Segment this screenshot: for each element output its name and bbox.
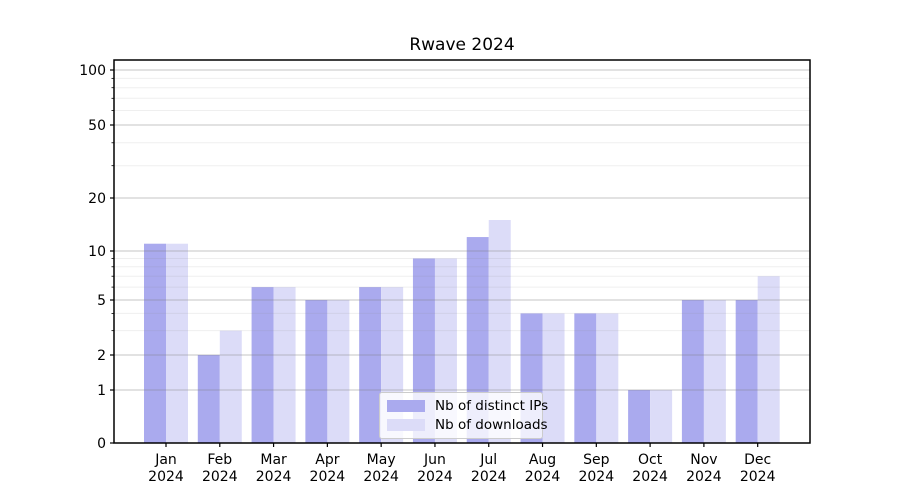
legend-swatch-distinct-ips-icon (387, 400, 425, 413)
bar-downloads-mar (273, 287, 296, 443)
x-tick-label-feb: Feb 2024 (202, 452, 238, 485)
legend-label-distinct-ips: Nb of distinct IPs (435, 398, 549, 415)
bar-downloads-oct (650, 390, 673, 443)
y-tick-label: 2 (97, 348, 106, 364)
y-tick-label: 50 (88, 118, 106, 134)
x-tick-label-may: May 2024 (363, 452, 399, 485)
bar-downloads-feb (219, 330, 242, 443)
chart-title: Rwave 2024 (409, 35, 515, 55)
bar-distinct-ips-nov (681, 300, 704, 443)
x-tick-label-jun: Jun 2024 (417, 452, 453, 485)
y-tick-label: 0 (97, 436, 106, 452)
legend: Nb of distinct IPs Nb of downloads (379, 392, 548, 439)
bar-distinct-ips-may (359, 287, 382, 443)
bar-downloads-jan (166, 243, 188, 443)
x-tick-label-jan: Jan 2024 (148, 452, 184, 485)
bar-distinct-ips-oct (628, 390, 651, 443)
bar-distinct-ips-feb (197, 355, 220, 443)
bar-distinct-ips-dec (735, 300, 758, 443)
x-tick-label-mar: Mar 2024 (256, 452, 292, 485)
bar-downloads-nov (703, 300, 726, 443)
y-tick-label: 100 (79, 63, 106, 79)
x-tick-label-apr: Apr 2024 (310, 452, 346, 485)
y-tick-label: 20 (88, 191, 106, 207)
y-tick-label: 5 (97, 293, 106, 309)
x-tick-label-sep: Sep 2024 (578, 452, 614, 485)
bar-downloads-jul (488, 219, 511, 443)
bar-distinct-ips-jan (144, 243, 166, 443)
bar-downloads-apr (327, 300, 350, 443)
legend-label-downloads: Nb of downloads (435, 416, 548, 433)
bar-downloads-dec (757, 276, 780, 443)
legend-item-downloads: Nb of downloads (387, 416, 548, 435)
bar-distinct-ips-sep (574, 313, 597, 443)
bar-downloads-sep (596, 313, 619, 443)
bar-distinct-ips-apr (305, 300, 328, 443)
x-tick-label-dec: Dec 2024 (740, 452, 776, 485)
legend-swatch-downloads-icon (387, 418, 425, 431)
bar-downloads-aug (542, 313, 565, 443)
x-tick-label-aug: Aug 2024 (525, 452, 561, 485)
y-tick-label: 1 (97, 383, 106, 399)
x-tick-label-oct: Oct 2024 (632, 452, 668, 485)
bar-distinct-ips-mar (251, 287, 274, 443)
y-tick-label: 10 (88, 244, 106, 260)
legend-item-distinct-ips: Nb of distinct IPs (387, 397, 548, 416)
x-tick-label-jul: Jul 2024 (471, 452, 507, 485)
bar-distinct-ips-jul (466, 237, 489, 443)
x-tick-label-nov: Nov 2024 (686, 452, 722, 485)
